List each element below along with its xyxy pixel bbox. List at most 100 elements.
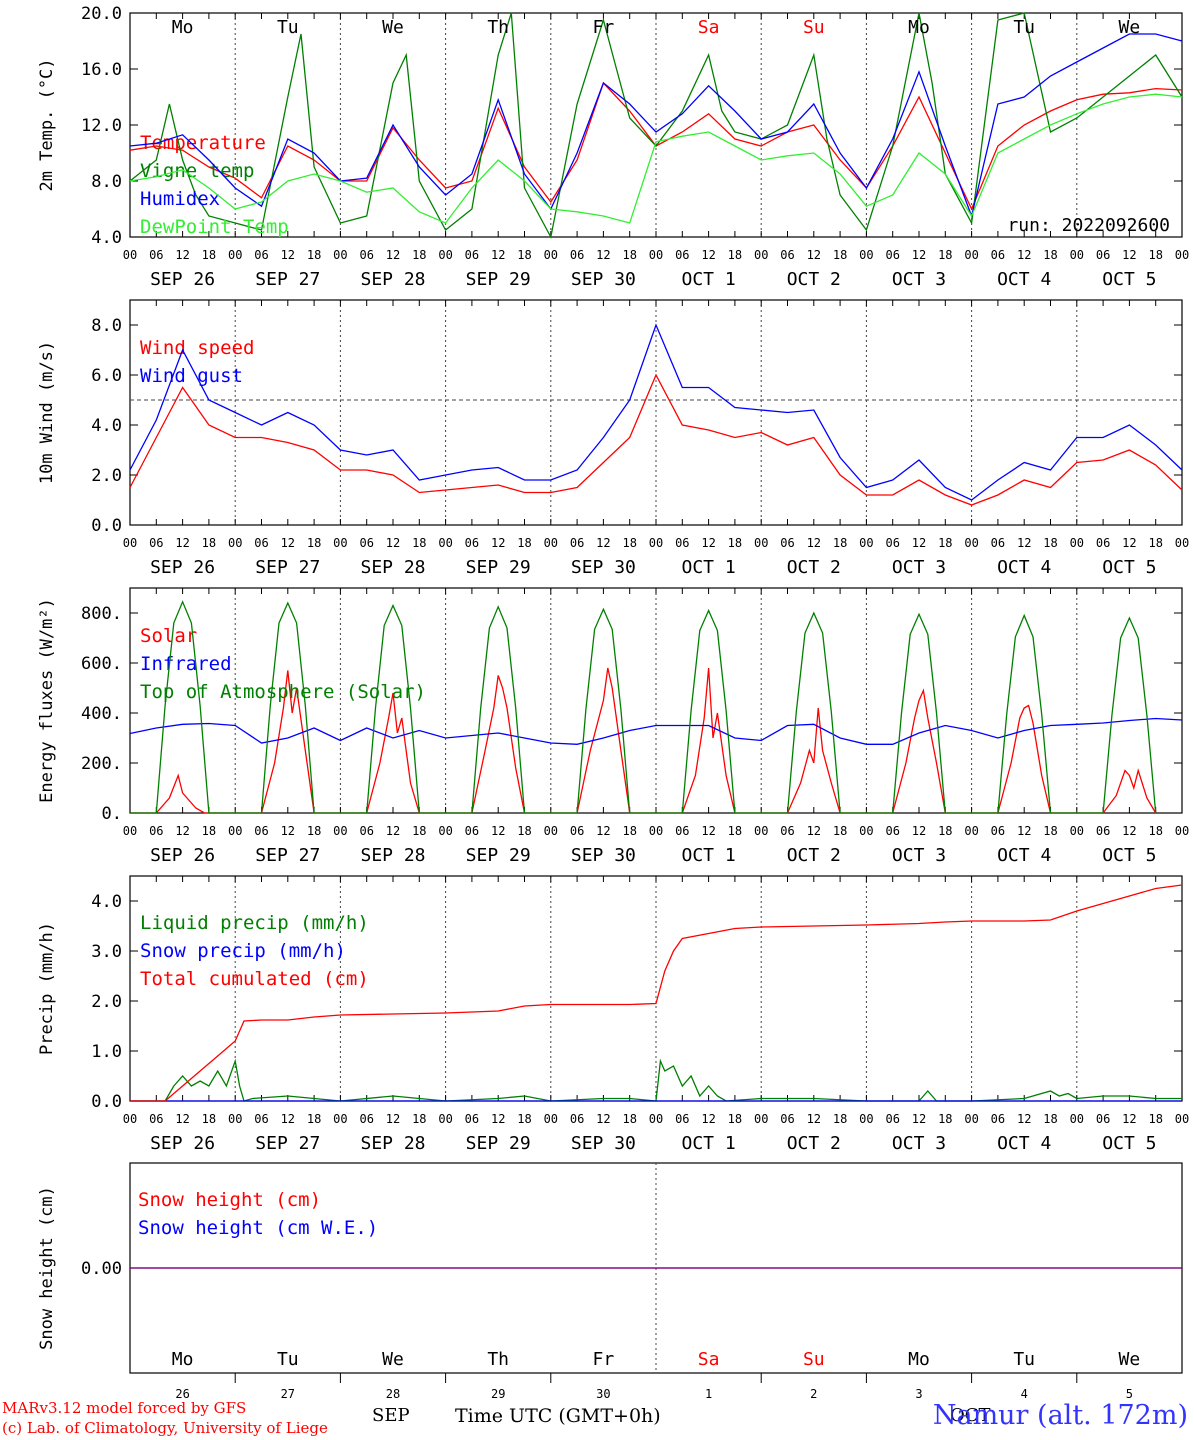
hour-label: 18 — [307, 248, 321, 262]
y-tick-label: 16.0 — [81, 60, 122, 80]
hour-label: 06 — [675, 824, 689, 838]
date-label: OCT 1 — [682, 557, 736, 578]
weekday-label: Tu — [1013, 1349, 1035, 1370]
lab-credit: (c) Lab. of Climatology, University of L… — [2, 1419, 328, 1437]
legend-label: Vigne temp — [140, 160, 254, 182]
hour-label: 00 — [123, 1112, 137, 1126]
hour-label: 18 — [728, 1112, 742, 1126]
date-label: SEP 30 — [571, 845, 636, 866]
weekday-label: Sa — [698, 17, 720, 38]
hour-label: 06 — [254, 536, 268, 550]
date-label: OCT 3 — [892, 1133, 946, 1154]
date-label: SEP 28 — [360, 1133, 425, 1154]
hour-label: 06 — [149, 1112, 163, 1126]
hour-label: 12 — [386, 536, 400, 550]
hour-label: 06 — [991, 824, 1005, 838]
weekday-label: We — [382, 17, 404, 38]
hour-label: 06 — [149, 248, 163, 262]
hour-label: 00 — [1175, 536, 1189, 550]
hour-label: 06 — [1096, 1112, 1110, 1126]
hour-label: 18 — [1043, 824, 1057, 838]
hour-label: 18 — [1043, 248, 1057, 262]
hour-label: 12 — [596, 1112, 610, 1126]
weekday-label: Mo — [908, 17, 930, 38]
hour-label: 06 — [780, 824, 794, 838]
hour-label: 18 — [202, 1112, 216, 1126]
hour-label: 18 — [833, 536, 847, 550]
hour-label: 18 — [833, 1112, 847, 1126]
date-label: OCT 4 — [997, 1133, 1051, 1154]
date-label: SEP 27 — [255, 269, 320, 290]
y-axis-label: Energy fluxes (W/m²) — [37, 598, 57, 803]
hour-label: 00 — [333, 248, 347, 262]
weekday-label: Tu — [277, 17, 299, 38]
legend-label: Total cumulated (cm) — [140, 968, 369, 990]
hour-label: 00 — [438, 824, 452, 838]
hour-label: 06 — [570, 536, 584, 550]
hour-label: 18 — [833, 824, 847, 838]
y-tick-label: 800. — [81, 604, 122, 624]
y-tick-label: 8.0 — [91, 316, 122, 336]
hour-label: 18 — [307, 1112, 321, 1126]
y-tick-label: 3.0 — [91, 942, 122, 962]
weekday-label: Su — [803, 1349, 825, 1370]
hour-label: 12 — [912, 824, 926, 838]
y-tick-label: 20.0 — [81, 4, 122, 24]
hour-label: 12 — [807, 1112, 821, 1126]
y-tick-label: 1.0 — [91, 1042, 122, 1062]
hour-label: 06 — [991, 1112, 1005, 1126]
hour-label: 12 — [1122, 824, 1136, 838]
hour-label: 00 — [123, 248, 137, 262]
hour-label: 00 — [228, 1112, 242, 1126]
date-label: SEP 28 — [360, 845, 425, 866]
legend-label: Liquid precip (mm/h) — [140, 912, 369, 934]
hour-label: 06 — [465, 536, 479, 550]
hour-label: 06 — [885, 248, 899, 262]
hour-label: 06 — [780, 536, 794, 550]
date-label: SEP 26 — [150, 845, 215, 866]
hour-label: 18 — [728, 824, 742, 838]
date-label: OCT 2 — [787, 557, 841, 578]
series-line-blue — [129, 717, 1183, 745]
date-label: SEP 30 — [571, 269, 636, 290]
series-line-green — [130, 600, 1157, 814]
hour-label: 12 — [1017, 1112, 1031, 1126]
y-axis-label: Snow height (cm) — [37, 1186, 57, 1350]
y-tick-label: 0.00 — [81, 1259, 122, 1279]
day-number: 3 — [915, 1387, 922, 1401]
legend-label: DewPoint Temp — [140, 216, 289, 238]
date-label: SEP 30 — [571, 557, 636, 578]
hour-label: 18 — [307, 536, 321, 550]
legend-label: Top of Atmosphere (Solar) — [140, 681, 426, 703]
month-label-oct: OCT — [950, 1405, 991, 1426]
hour-label: 00 — [649, 824, 663, 838]
hour-label: 12 — [1122, 248, 1136, 262]
hour-label: 18 — [1148, 536, 1162, 550]
legend-label: Infrared — [140, 653, 232, 675]
hour-label: 06 — [465, 1112, 479, 1126]
hour-label: 06 — [149, 824, 163, 838]
y-tick-label: 0. — [102, 804, 122, 824]
weekday-label: Th — [487, 1349, 509, 1370]
hour-label: 00 — [438, 536, 452, 550]
hour-label: 00 — [544, 248, 558, 262]
day-number: 2 — [810, 1387, 817, 1401]
hour-label: 00 — [859, 536, 873, 550]
series-line-blue — [129, 323, 1183, 501]
hour-label: 00 — [649, 248, 663, 262]
station-name: Namur (alt. 172m) — [932, 1400, 1188, 1431]
y-tick-label: 2.0 — [91, 466, 122, 486]
hour-label: 00 — [228, 536, 242, 550]
hour-label: 18 — [938, 824, 952, 838]
date-label: OCT 5 — [1102, 557, 1156, 578]
legend-label: Solar — [140, 625, 197, 647]
y-tick-label: 600. — [81, 654, 122, 674]
day-number: 4 — [1021, 1387, 1028, 1401]
hour-label: 06 — [570, 248, 584, 262]
date-label: OCT 2 — [787, 845, 841, 866]
hour-label: 18 — [202, 824, 216, 838]
hour-label: 06 — [780, 248, 794, 262]
y-tick-label: 0.0 — [91, 1092, 122, 1112]
weekday-label: We — [382, 1349, 404, 1370]
hour-label: 06 — [254, 1112, 268, 1126]
